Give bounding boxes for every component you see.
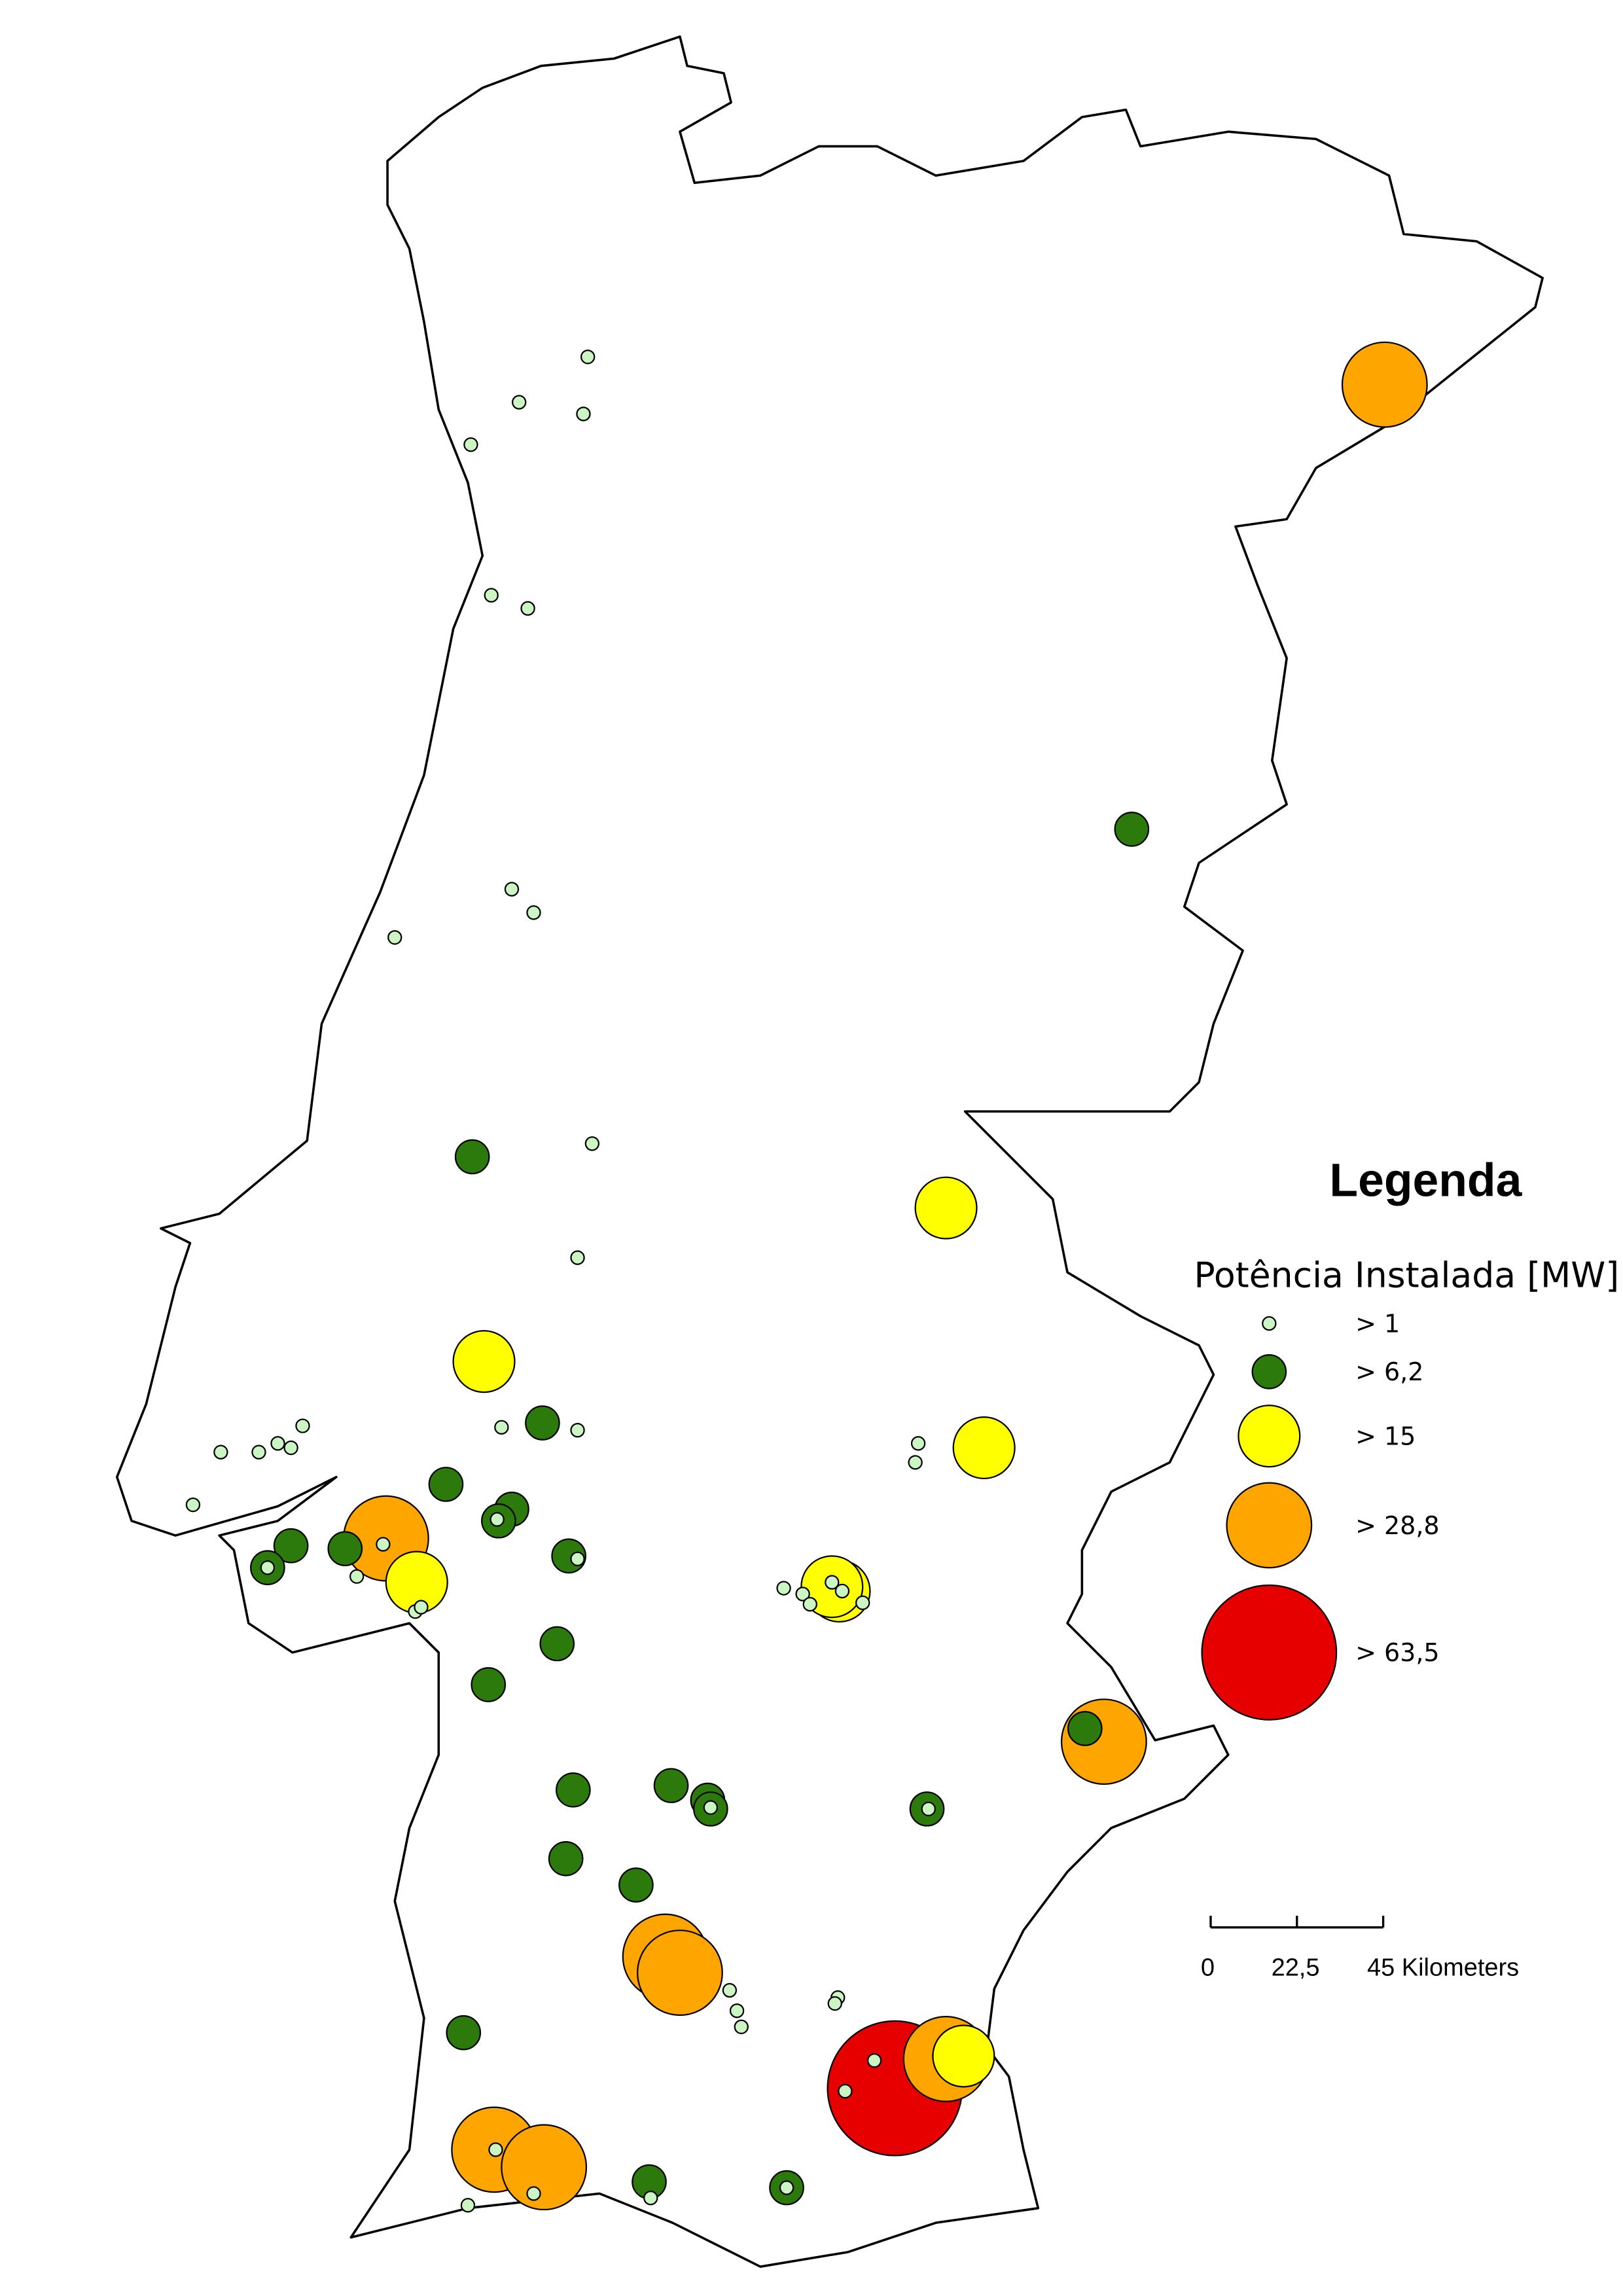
site-marker	[653, 1768, 689, 1803]
site-marker	[460, 2198, 476, 2213]
site-marker	[504, 882, 520, 897]
site-marker	[251, 1444, 266, 1460]
site-marker	[446, 2015, 482, 2051]
site-marker	[494, 1420, 509, 1435]
site-marker	[618, 1867, 654, 1903]
site-marker	[576, 406, 591, 422]
site-marker	[327, 1531, 363, 1566]
scale-bar	[1209, 1915, 1385, 1929]
site-marker	[387, 930, 402, 945]
site-marker	[295, 1418, 310, 1433]
site-marker	[838, 2083, 853, 2099]
site-marker	[539, 1626, 575, 1662]
legend-subtitle: Potência Instalada [MW]	[1194, 1254, 1619, 1295]
site-marker	[729, 2003, 745, 2018]
site-marker	[526, 905, 541, 920]
site-marker	[643, 2191, 658, 2206]
site-marker	[834, 1583, 850, 1599]
site-marker	[570, 1423, 585, 1438]
legend-label: > 15	[1355, 1422, 1416, 1451]
legend-label: > 1	[1355, 1310, 1400, 1338]
site-marker	[914, 1176, 978, 1240]
legend-symbol	[1226, 1482, 1313, 1569]
site-marker	[952, 1416, 1016, 1480]
site-marker	[270, 1436, 285, 1451]
site-marker	[428, 1467, 464, 1502]
site-marker	[779, 2180, 794, 2195]
site-marker	[454, 1139, 490, 1175]
site-marker	[580, 350, 596, 365]
site-marker	[414, 1600, 429, 1615]
site-marker	[584, 1136, 600, 1151]
site-marker	[776, 1581, 791, 1596]
country-outline	[115, 35, 1544, 2268]
site-marker	[866, 2053, 882, 2068]
site-marker	[1067, 1711, 1103, 1746]
legend-label: > 6,2	[1355, 1357, 1423, 1386]
site-marker	[556, 1772, 591, 1808]
site-marker	[802, 1596, 817, 1612]
site-marker	[795, 1587, 810, 1602]
legend-label: > 28,8	[1355, 1511, 1439, 1540]
site-marker	[548, 1841, 584, 1876]
site-marker	[734, 2019, 749, 2034]
site-marker	[1341, 341, 1428, 428]
site-marker	[273, 1528, 309, 1564]
site-marker	[488, 2142, 503, 2157]
site-marker	[283, 1440, 298, 1456]
site-marker	[570, 1250, 585, 1265]
site-marker	[525, 1405, 560, 1441]
site-marker	[855, 1595, 870, 1611]
site-marker	[908, 1455, 923, 1470]
legend-symbol	[1251, 1354, 1287, 1390]
site-marker	[722, 1982, 738, 1998]
site-marker	[825, 1575, 840, 1590]
site-marker	[501, 2124, 588, 2211]
site-marker	[185, 1497, 201, 1513]
site-marker	[1114, 812, 1150, 847]
site-marker	[932, 2024, 995, 2088]
legend-label: > 63,5	[1355, 1638, 1439, 1667]
site-marker	[452, 1330, 516, 1393]
site-marker	[463, 437, 478, 452]
site-marker	[910, 1436, 926, 1451]
scale-label: 45 Kilometers	[1367, 1954, 1519, 1982]
scale-label: 22,5	[1272, 1954, 1320, 1982]
site-marker	[213, 1444, 228, 1460]
site-marker	[827, 1996, 842, 2011]
legend-symbol	[1201, 1584, 1338, 1721]
site-marker	[349, 1569, 365, 1584]
site-marker	[570, 1551, 585, 1566]
site-marker	[376, 1537, 391, 1552]
markers	[185, 341, 1428, 2213]
site-marker	[526, 2186, 541, 2201]
site-marker	[484, 588, 499, 603]
legend-symbol	[1262, 1316, 1277, 1331]
legend-title: Legenda	[1329, 1155, 1522, 1207]
site-marker	[520, 601, 535, 616]
site-marker	[703, 1800, 719, 1815]
site-marker	[260, 1560, 276, 1575]
site-marker	[637, 1929, 723, 2017]
site-marker	[921, 1801, 936, 1817]
legend-symbol	[1238, 1405, 1301, 1468]
site-marker	[511, 395, 527, 410]
site-marker	[490, 1512, 505, 1527]
legend: > 1 > 6,2 > 15 > 28,8 > 63,5	[1201, 1310, 1440, 1721]
site-marker	[471, 1667, 507, 1702]
scale-label: 0	[1201, 1954, 1215, 1982]
